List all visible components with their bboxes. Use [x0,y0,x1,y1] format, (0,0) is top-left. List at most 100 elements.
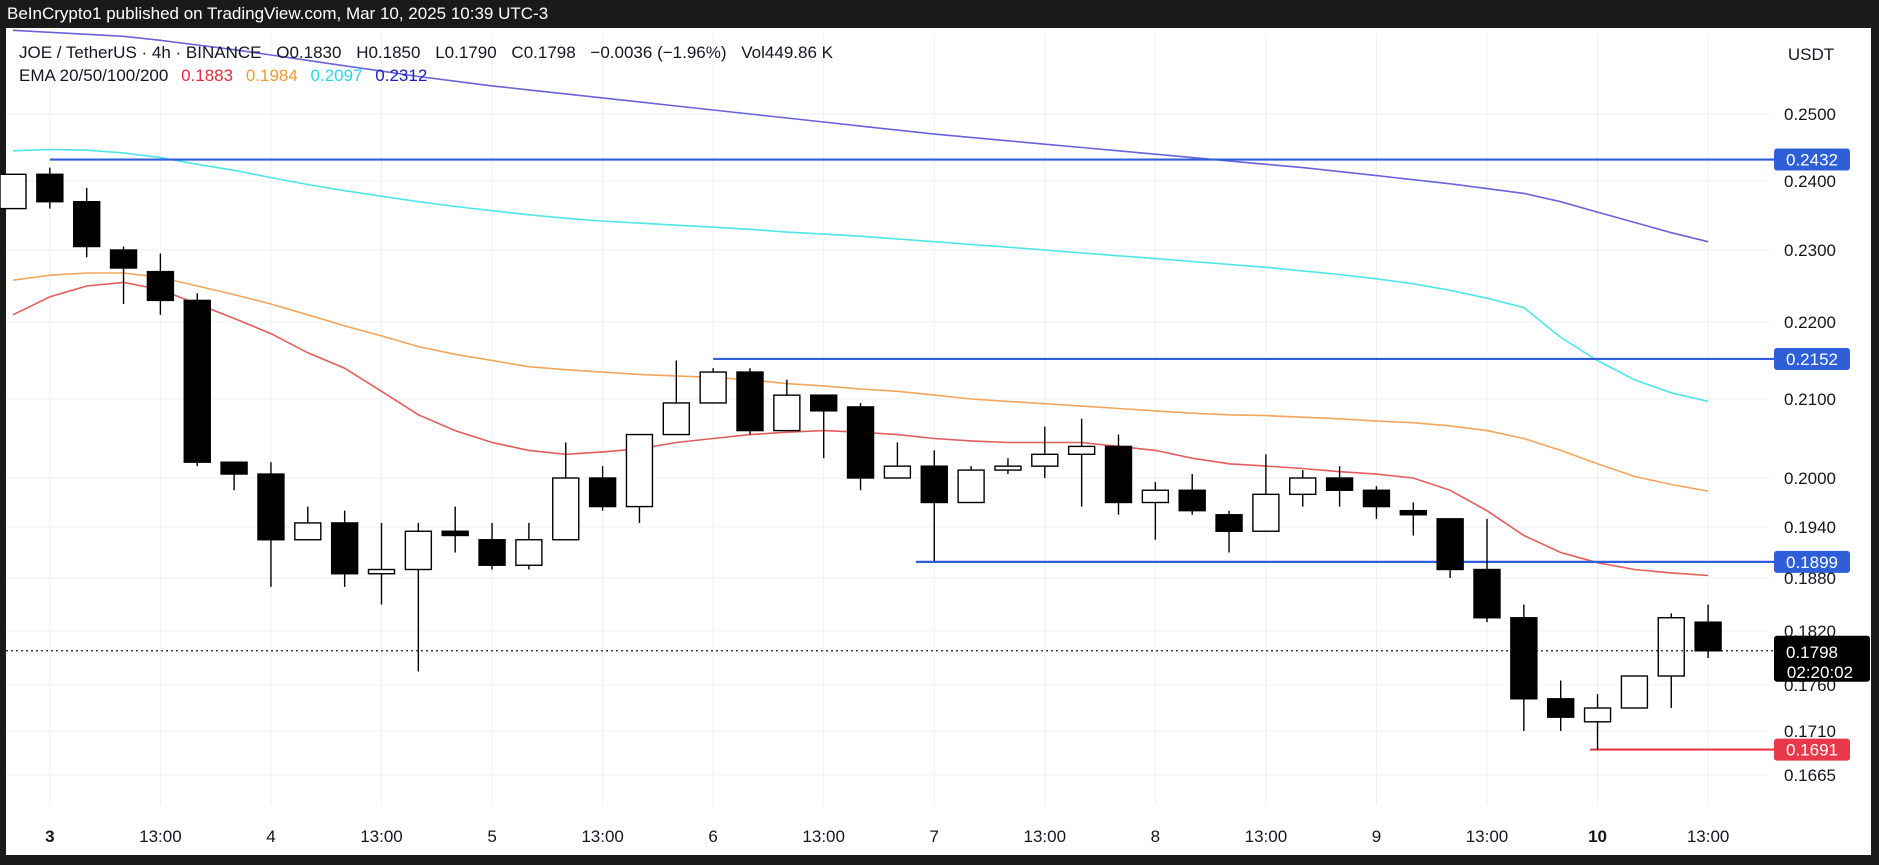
candle-down [1362,489,1391,508]
candle-up [625,433,654,508]
level-label: 0.1899 [1786,553,1838,572]
open-label: O [276,43,289,62]
currency-label[interactable]: USDT [1788,45,1834,64]
price-tick-label: 0.2500 [1784,105,1836,124]
candle-down [1104,445,1133,504]
candle-down [441,530,469,537]
horizontal-levels: 0.2432 0.2152 0.1899 0.1691 [49,148,1850,761]
price-tick-label: 0.1940 [1784,518,1836,537]
level-badge [1774,738,1850,761]
candle-down [257,473,285,541]
last-price-label: 0.1798 [1786,643,1838,662]
time-tick-label: 13:00 [360,827,403,846]
candle-up [1067,445,1096,455]
symbol-label: JOE / TetherUS · 4h · BINANCE [19,43,261,62]
low-value: 0.1790 [445,43,497,62]
candle-down [183,299,211,463]
candle-up [1583,707,1612,723]
volume-label: Vol [741,43,765,62]
price-tick-label: 0.1665 [1784,766,1836,785]
time-tick-label: 7 [930,827,939,846]
low-label: L [435,43,444,62]
candle-down [478,539,506,566]
time-tick-label: 6 [708,827,717,846]
volume-value: 449.86 K [765,43,834,62]
last-price-badge [1774,635,1870,682]
legend-row-2: EMA 20/50/100/200 0.1883 0.1984 0.2097 0… [19,66,427,85]
candle-down [810,394,838,412]
candle-down [1510,617,1538,700]
publish-info: BeInCrypto1 published on TradingView.com… [7,4,549,23]
high-label: H [356,43,368,62]
level-label: 0.2152 [1786,350,1838,369]
price-tick-label: 0.2100 [1784,390,1836,409]
candle-up [0,173,27,210]
candle-down [736,371,764,432]
candle-down [1178,489,1206,512]
price-axis[interactable]: 0.2500 0.2400 0.2300 0.2200 0.2100 0.2000 0.19… [1774,105,1870,785]
close-label: C [511,43,523,62]
candle-up [994,465,1022,471]
candle-up [773,394,801,432]
legend: JOE / TetherUS · 4h · BINANCE O0.1830 H0… [19,43,1834,85]
ema100-value: 0.2097 [311,66,363,85]
candle-up [699,371,727,404]
level-label: 0.1691 [1786,741,1838,760]
candle-up [515,539,543,566]
price-tick-label: 0.1710 [1784,722,1836,741]
candle-up [404,530,433,571]
legend-row-1: JOE / TetherUS · 4h · BINANCE O0.1830 H 0… [19,43,834,62]
candle-up [1141,489,1170,504]
change-value: −0.0036 (−1.96%) [590,43,726,62]
level-badge [1774,148,1850,171]
ema200-value: 0.2312 [375,66,427,85]
time-tick-label: 13:00 [1024,827,1067,846]
close-value: 0.1798 [524,43,576,62]
price-tick-label: 0.2000 [1784,469,1836,488]
candle-up [1252,493,1280,532]
candle-down [588,477,617,508]
candle-up [552,477,580,541]
time-tick-label: 5 [487,827,496,846]
time-tick-label: 13:00 [139,827,182,846]
candle-up [662,402,690,436]
time-tick-label: 3 [45,827,54,846]
candle-up [1657,617,1685,677]
candle-down [1436,518,1464,571]
open-value: 0.1830 [289,43,341,62]
time-tick-label: 8 [1151,827,1160,846]
time-tick-label: 13:00 [802,827,845,846]
candle-down [72,200,101,248]
time-axis[interactable]: 3 13:00 4 13:00 5 13:00 6 13:00 7 13:00 8 13:00 9 13:… [45,827,1729,846]
price-tick-label: 0.2400 [1784,172,1836,191]
publish-header: BeInCrypto1 published on TradingView.com… [0,0,1879,28]
level-label: 0.2432 [1786,151,1838,170]
ema50-line [12,272,1709,492]
candle-down [146,270,175,302]
price-tick-label: 0.1880 [1784,569,1836,588]
time-tick-label: 13:00 [581,827,624,846]
candle-up [367,568,396,575]
grid [6,34,1770,805]
time-tick-label: 10 [1588,827,1607,846]
candle-down [1399,509,1428,516]
candle-down [1546,698,1575,718]
ema20-value: 0.1883 [181,66,233,85]
level-badge [1774,550,1850,573]
ema200-line [12,29,1709,243]
time-tick-label: 9 [1372,827,1381,846]
candle-down [36,173,64,203]
ema100-line [12,148,1709,403]
candle-down [920,465,948,504]
candle-up [1289,477,1317,496]
candle-down [109,249,138,269]
candle-down [330,522,359,575]
candle-down [1694,621,1722,652]
candle-down [1473,568,1501,619]
countdown-label: 02:20:02 [1787,663,1853,682]
candle-down [1215,514,1243,532]
candle-down [1325,477,1354,491]
candles [0,167,1722,750]
ema-label: EMA 20/50/100/200 [19,66,168,85]
